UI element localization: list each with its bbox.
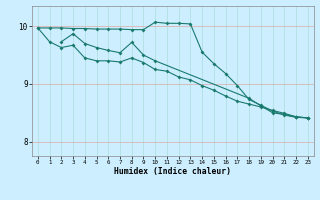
X-axis label: Humidex (Indice chaleur): Humidex (Indice chaleur) (114, 167, 231, 176)
